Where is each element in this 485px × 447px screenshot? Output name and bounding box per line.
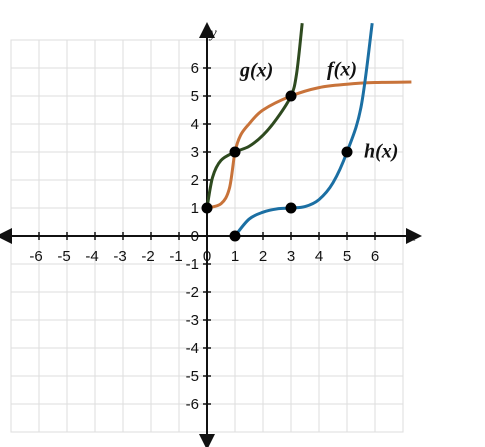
x-tick-label: 3: [287, 248, 295, 265]
y-tick-label: 1: [191, 200, 199, 217]
y-tick-label: -6: [186, 396, 199, 413]
x-tick-label: 6: [371, 248, 379, 265]
point: [285, 202, 297, 214]
point: [341, 146, 353, 158]
y-tick-label: 3: [191, 144, 199, 161]
x-tick-label: 2: [259, 248, 267, 265]
x-tick-label: -2: [141, 248, 154, 265]
curve: [233, 23, 374, 237]
point: [285, 90, 297, 102]
y-tick-label: 5: [191, 88, 199, 105]
curve: [205, 23, 304, 209]
y-tick-label: -5: [186, 368, 199, 385]
y-axis-label: y: [208, 25, 217, 41]
point: [201, 202, 213, 214]
x-tick-label: 5: [343, 248, 351, 265]
x-axis-label: x: [408, 228, 416, 244]
point: [229, 230, 241, 242]
y-tick-label: 4: [191, 116, 199, 133]
x-tick-label: -6: [29, 248, 42, 265]
y-tick-label: 2: [191, 172, 199, 189]
y-tick-label: -4: [186, 340, 199, 357]
x-tick-label: 0: [203, 248, 211, 265]
x-tick-label: -5: [57, 248, 70, 265]
legend-label: f(x): [327, 59, 357, 81]
x-tick-label: -3: [113, 248, 126, 265]
x-tick-label: 4: [315, 248, 323, 265]
point: [229, 146, 241, 158]
y-tick-label: -1: [186, 256, 199, 273]
y-tick-label: 0: [191, 228, 199, 245]
legend-label: g(x): [239, 60, 273, 82]
x-tick-label: -1: [169, 248, 182, 265]
x-tick-label: -4: [85, 248, 98, 265]
y-tick-label: 6: [191, 60, 199, 77]
x-tick-label: 1: [231, 248, 239, 265]
curve: [206, 80, 412, 210]
y-tick-label: -2: [186, 284, 199, 301]
legend-label: h(x): [364, 141, 398, 163]
y-tick-label: -3: [186, 312, 199, 329]
